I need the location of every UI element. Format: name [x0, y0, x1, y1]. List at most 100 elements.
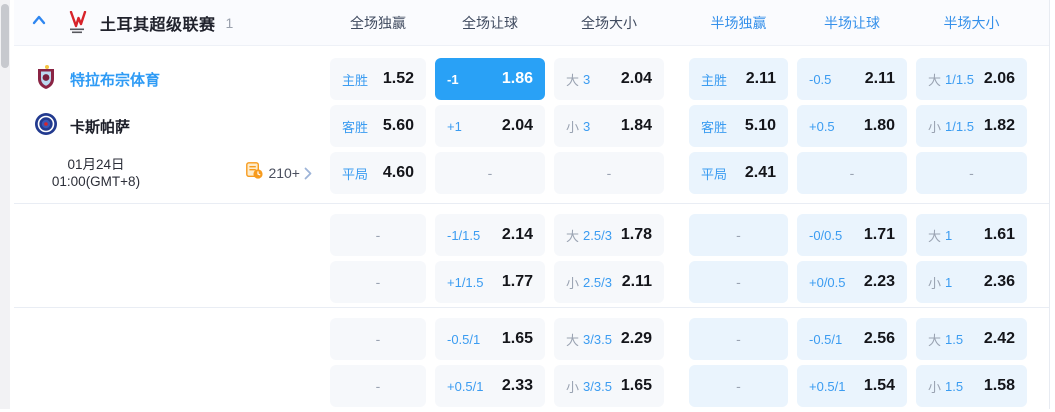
- vertical-scrollbar[interactable]: [0, 0, 10, 409]
- odds-cell-label: 大 1.5: [928, 330, 963, 349]
- odds-cell-empty: -: [689, 318, 788, 360]
- section-divider: [14, 203, 1049, 204]
- odds-cell-handicap[interactable]: -0.5/1 2.56: [797, 318, 907, 360]
- odds-value: 1.71: [863, 226, 895, 243]
- odds-cell-overunder[interactable]: 大 1.5 2.42: [916, 318, 1027, 360]
- odds-cell-1x2[interactable]: 主胜 1.52: [330, 58, 426, 100]
- odds-cell-label: -0.5: [809, 72, 831, 87]
- overunder-side-label: 小: [566, 119, 580, 135]
- odds-value: 2.11: [621, 273, 652, 290]
- handicap-line: +1/1.5: [447, 274, 484, 290]
- odds-cell-overunder[interactable]: 大 3/3.5 2.29: [554, 318, 664, 360]
- selection-label: 平局: [701, 166, 728, 182]
- overunder-line: 1: [945, 274, 953, 290]
- away-team-logo: [33, 111, 59, 142]
- odds-cell-handicap[interactable]: -0.5/1 1.65: [435, 318, 545, 360]
- overunder-side-label: 小: [928, 275, 942, 291]
- odds-cell-handicap[interactable]: +1 2.04: [435, 105, 545, 147]
- odds-cell-overunder[interactable]: 小 1 2.36: [916, 261, 1027, 303]
- odds-cell-handicap[interactable]: -0/0.5 1.71: [797, 214, 907, 256]
- odds-cell-overunder[interactable]: 小 1.5 1.58: [916, 365, 1027, 407]
- odds-value: 2.56: [863, 330, 895, 347]
- odds-cell-handicap[interactable]: +0/0.5 2.23: [797, 261, 907, 303]
- column-header-fulltime-1x2: 全场独赢: [350, 14, 406, 31]
- odds-cell-label: 客胜: [342, 117, 368, 136]
- away-team-row[interactable]: 卡斯帕萨: [14, 105, 330, 147]
- odds-grid-main: 主胜 1.52 -1 1.86 大 3 2.04 主胜 2.11 -0.5 2.11 大 1/1.5 2.…: [330, 58, 1027, 199]
- odds-cell-label: -1: [447, 72, 459, 87]
- league-logo-icon: [66, 10, 88, 35]
- odds-cell-1x2[interactable]: 平局 2.41: [689, 152, 788, 194]
- overunder-line: 1: [945, 227, 953, 243]
- overunder-side-label: 小: [566, 275, 580, 291]
- odds-cell-label: 小 1.5: [928, 377, 963, 396]
- odds-value: 1.84: [620, 117, 652, 134]
- odds-value: 1.86: [501, 70, 533, 87]
- odds-cell-1x2[interactable]: 主胜 2.11: [689, 58, 788, 100]
- column-header-halftime-overunder: 半场大小: [943, 14, 1000, 31]
- odds-cell-handicap[interactable]: -1 1.86: [435, 58, 545, 100]
- odds-row: - -1/1.5 2.14 大 2.5/3 1.78- -0/0.5 1.71 大 1 1.61: [330, 214, 1027, 256]
- selection-label: 主胜: [701, 72, 728, 88]
- odds-cell-1x2[interactable]: 平局 4.60: [330, 152, 426, 194]
- overunder-line: 3: [583, 118, 591, 134]
- odds-cell-overunder[interactable]: 大 1 1.61: [916, 214, 1027, 256]
- section-divider: [14, 307, 1049, 308]
- scrollbar-thumb[interactable]: [1, 4, 9, 68]
- odds-cell-overunder[interactable]: 小 1/1.5 1.82: [916, 105, 1027, 147]
- odds-value: 1.58: [983, 377, 1015, 394]
- odds-cell-overunder[interactable]: 大 2.5/3 1.78: [554, 214, 664, 256]
- odds-cell-overunder[interactable]: 小 3 1.84: [554, 105, 664, 147]
- column-header-halftime-1x2: 半场独赢: [710, 14, 767, 31]
- odds-cell-handicap[interactable]: -0.5 2.11: [797, 58, 907, 100]
- handicap-line: +1: [447, 118, 462, 134]
- odds-cell-label: 大 1/1.5: [928, 70, 974, 89]
- odds-grid-alt-lines-1: - -1/1.5 2.14 大 2.5/3 1.78- -0/0.5 1.71 大 1 1.61- +…: [330, 214, 1027, 308]
- odds-cell-empty: -: [435, 152, 545, 194]
- odds-cell-1x2[interactable]: 客胜 5.60: [330, 105, 426, 147]
- odds-cell-1x2[interactable]: 客胜 5.10: [689, 105, 788, 147]
- odds-cell-empty: -: [689, 214, 788, 256]
- overunder-line: 3/3.5: [583, 378, 612, 394]
- odds-panel: 土耳其超级联赛 1 全场独赢 全场让球 全场大小 半场独赢 半场让球 半场大小 …: [14, 0, 1049, 409]
- odds-cell-empty: -: [330, 261, 426, 303]
- overunder-side-label: 大: [928, 72, 942, 88]
- overunder-side-label: 大: [566, 228, 580, 244]
- overunder-side-label: 大: [566, 72, 580, 88]
- odds-value: 2.33: [501, 377, 533, 394]
- odds-cell-overunder[interactable]: 大 1/1.5 2.06: [916, 58, 1027, 100]
- more-markets-link[interactable]: 210+: [246, 162, 312, 184]
- match-date: 01月24日: [67, 157, 125, 172]
- odds-cell-empty: -: [330, 365, 426, 407]
- odds-cell-overunder[interactable]: 小 2.5/3 2.11: [554, 261, 664, 303]
- overunder-side-label: 小: [928, 379, 942, 395]
- odds-cell-label: -0.5/1: [809, 332, 842, 347]
- odds-cell-label: -0/0.5: [809, 228, 842, 243]
- selection-label: 客胜: [342, 119, 369, 135]
- odds-value: 1.65: [501, 330, 533, 347]
- overunder-line: 1.5: [945, 331, 964, 347]
- odds-row: - +0.5/1 2.33 小 3/3.5 1.65- +0.5/1 1.54 小 1.5 1.58: [330, 365, 1027, 407]
- league-header-left: 土耳其超级联赛 1: [14, 10, 330, 36]
- selection-label: 主胜: [342, 72, 369, 88]
- odds-cell-handicap[interactable]: +1/1.5 1.77: [435, 261, 545, 303]
- odds-cell-handicap[interactable]: +0.5/1 2.33: [435, 365, 545, 407]
- collapse-league-button[interactable]: [26, 10, 52, 36]
- markets-list-icon: [246, 162, 264, 184]
- odds-value: 5.10: [744, 117, 776, 134]
- selection-label: 平局: [342, 166, 369, 182]
- chevron-right-icon: [304, 167, 312, 180]
- odds-cell-handicap[interactable]: +0.5 1.80: [797, 105, 907, 147]
- odds-cell-overunder[interactable]: 大 3 2.04: [554, 58, 664, 100]
- handicap-line: -0.5: [809, 71, 832, 87]
- odds-cell-handicap[interactable]: -1/1.5 2.14: [435, 214, 545, 256]
- home-team-row[interactable]: 特拉布宗体育: [14, 58, 330, 100]
- overunder-line: 1/1.5: [945, 71, 974, 87]
- match-datetime: 01月24日 01:00(GMT+8): [18, 156, 174, 190]
- odds-value: 1.65: [620, 377, 652, 394]
- odds-cell-overunder[interactable]: 小 3/3.5 1.65: [554, 365, 664, 407]
- odds-cell-handicap[interactable]: +0.5/1 1.54: [797, 365, 907, 407]
- odds-cell-label: +0.5/1: [809, 379, 846, 394]
